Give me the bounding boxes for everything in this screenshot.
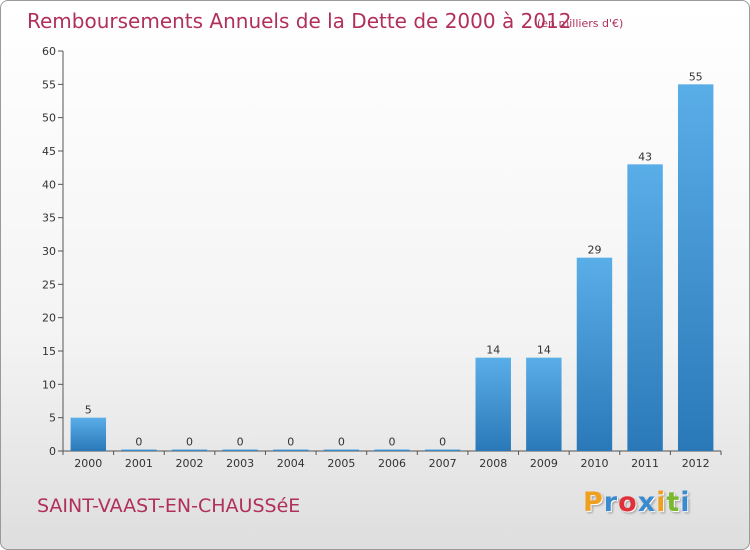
bar-value-label: 5	[85, 404, 92, 417]
bar	[576, 257, 613, 451]
x-tick-label: 2009	[530, 457, 558, 470]
chart-title: Remboursements Annuels de la Dette de 20…	[27, 9, 572, 33]
bar	[273, 449, 309, 451]
bar	[526, 357, 562, 451]
bar-value-label: 14	[486, 344, 500, 357]
y-tick-label: 15	[42, 345, 56, 358]
bar-value-label: 0	[186, 436, 193, 449]
x-tick-label: 2008	[479, 457, 507, 470]
x-tick-label: 2006	[378, 457, 406, 470]
bar-value-label: 0	[135, 436, 142, 449]
bar-value-label: 0	[389, 436, 396, 449]
commune-name: SAINT-VAAST-EN-CHAUSSéE	[37, 495, 301, 517]
logo-letter: t	[666, 487, 681, 518]
bar	[70, 417, 107, 451]
bar	[475, 357, 511, 451]
y-tick-label: 30	[42, 245, 56, 258]
bar-value-label: 0	[338, 436, 345, 449]
x-tick-label: 2003	[226, 457, 254, 470]
bar-value-label: 0	[287, 436, 294, 449]
bar	[171, 449, 208, 451]
bar	[424, 449, 461, 451]
logo-letter: i	[656, 487, 667, 518]
chart-unit: (en milliers d'€)	[537, 17, 624, 30]
y-tick-label: 60	[42, 45, 56, 58]
x-tick-label: 2005	[327, 457, 355, 470]
x-tick-label: 2001	[125, 457, 153, 470]
bar	[323, 449, 360, 451]
y-tick-label: 50	[42, 112, 56, 125]
x-tick-label: 2012	[682, 457, 710, 470]
logo-letter: x	[637, 487, 657, 518]
bar	[121, 449, 157, 451]
y-tick-label: 35	[42, 212, 56, 225]
x-tick-label: 2007	[429, 457, 457, 470]
logo-letter: r	[603, 487, 619, 518]
bars: 5 0 0 0 0 0 0 0 14 14 29 43 55	[70, 70, 714, 452]
y-tick-label: 20	[42, 312, 56, 325]
y-tick-label: 45	[42, 145, 56, 158]
x-tick-label: 2002	[176, 457, 204, 470]
bar-value-label: 29	[587, 244, 601, 257]
y-tick-label: 40	[42, 178, 56, 191]
y-tick-label: 25	[42, 278, 56, 291]
x-tick-label: 2011	[631, 457, 659, 470]
y-tick-label: 5	[49, 412, 56, 425]
logo-letter: P	[583, 487, 604, 518]
x-tick-label: 2010	[580, 457, 608, 470]
x-tick-label: 2000	[74, 457, 102, 470]
y-tick-label: 55	[42, 78, 56, 91]
y-tick-label: 0	[49, 445, 56, 458]
bar-value-label: 43	[638, 150, 652, 163]
logo-letter: i	[680, 487, 691, 518]
proxiti-logo: Proxiti	[583, 487, 691, 518]
logo-letter: o	[618, 487, 638, 518]
x-tick-label: 2004	[277, 457, 305, 470]
bar-value-label: 0	[439, 436, 446, 449]
bar-value-label: 0	[237, 436, 244, 449]
y-tick-label: 10	[42, 378, 56, 391]
y-axis: 0 5 10 15 20 25 30 35 40 45 50 55 60	[42, 45, 64, 458]
bar-value-label: 14	[537, 344, 551, 357]
bar	[677, 84, 714, 451]
bar	[374, 449, 410, 451]
bar	[222, 449, 258, 451]
bar-value-label: 55	[689, 70, 703, 83]
bar	[627, 164, 663, 452]
x-axis: 2000 2001 2002 2003 2004 2005 2006 2007 2008 2009…	[62, 450, 722, 470]
